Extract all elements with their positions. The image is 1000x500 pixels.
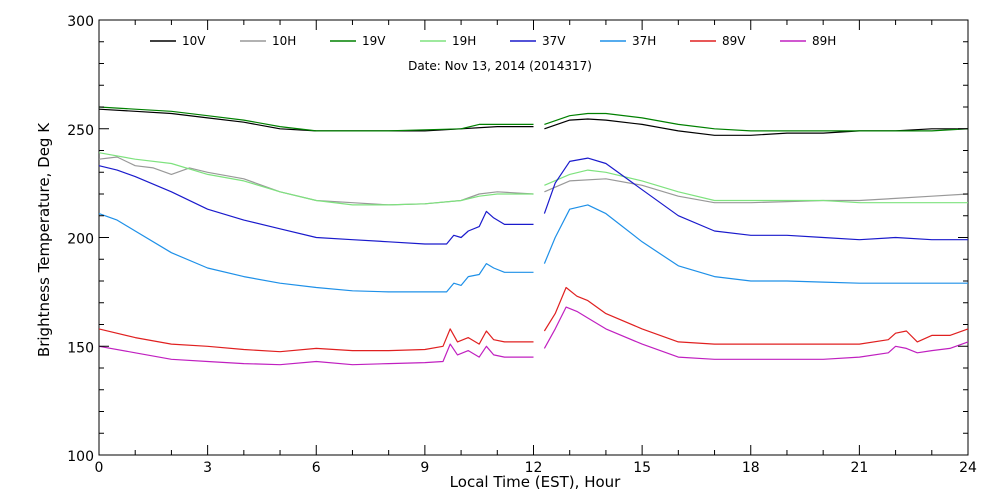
legend-label-10v: 10V	[182, 34, 206, 48]
legend-label-89v: 89V	[722, 34, 746, 48]
x-tick-label: 3	[203, 460, 212, 476]
y-tick-label: 200	[67, 232, 94, 248]
x-axis-title: Local Time (EST), Hour	[450, 473, 621, 491]
series-line-37h-seg2	[543, 204, 968, 284]
x-tick-label: 6	[312, 460, 321, 476]
x-axis: 0 3 6 9 12 15 18 21 24	[95, 20, 977, 476]
x-tick-label: 12	[525, 460, 543, 476]
series-line-37v-seg2	[543, 157, 968, 241]
x-tick-label: 0	[95, 460, 104, 476]
y-tick-label: 300	[67, 14, 94, 30]
series-line-19h-seg2	[544, 169, 968, 204]
series-line-89h-seg1	[98, 343, 534, 366]
y-axis: 100 150 200 250 300	[67, 14, 968, 465]
series-line-89v-seg2	[543, 286, 969, 345]
y-tick-label: 250	[67, 123, 94, 139]
x-tick-label: 9	[420, 460, 429, 476]
x-tick-label: 24	[959, 460, 977, 476]
legend-label-19v: 19V	[362, 34, 386, 48]
chart-subtitle: Date: Nov 13, 2014 (2014317)	[408, 59, 592, 73]
legend-label-89h: 89H	[812, 34, 836, 48]
y-tick-label: 100	[67, 449, 94, 465]
series-line-19v-seg1	[98, 106, 534, 132]
plot-border	[98, 19, 969, 456]
series-line-89h-seg2	[543, 306, 969, 360]
series-line-10h-seg2	[544, 178, 969, 204]
series-line-19h-seg1	[98, 152, 534, 206]
x-tick-label: 15	[633, 460, 651, 476]
series-line-89v-seg1	[98, 328, 534, 353]
legend-label-37v: 37V	[542, 34, 566, 48]
series-line-10v-seg2	[544, 118, 968, 136]
legend-label-19h: 19H	[452, 34, 476, 48]
x-tick-label: 18	[742, 460, 760, 476]
legend-label-37h: 37H	[632, 34, 656, 48]
x-tick-label: 21	[850, 460, 868, 476]
series-layer	[98, 106, 969, 366]
series-line-37h-seg1	[98, 213, 534, 293]
plot-frame	[98, 19, 969, 456]
y-axis-title: Brightness Temperature, Deg K	[35, 122, 53, 357]
series-line-37v-seg1	[98, 165, 534, 245]
series-line-10h-seg1	[98, 156, 534, 206]
legend: 10V 10H 19V 19H 37V 37H 89V 89H	[150, 34, 836, 48]
series-line-19v-seg2	[544, 112, 969, 132]
y-tick-label: 150	[67, 340, 94, 356]
legend-label-10h: 10H	[272, 34, 296, 48]
